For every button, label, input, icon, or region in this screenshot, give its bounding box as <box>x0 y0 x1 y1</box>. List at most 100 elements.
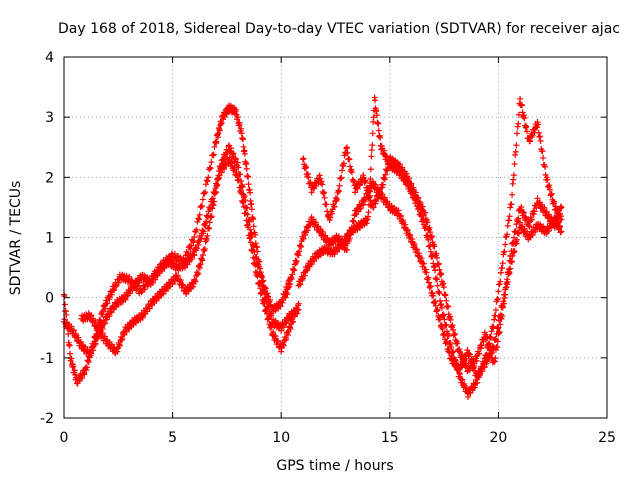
data-point-marker <box>261 300 268 307</box>
data-point-marker <box>250 216 257 223</box>
data-point-marker <box>203 236 210 243</box>
data-point-marker <box>499 260 506 267</box>
y-tick-label: 3 <box>45 110 54 126</box>
data-point-marker <box>279 299 286 306</box>
data-point-marker <box>193 245 200 252</box>
data-point-marker <box>408 180 415 187</box>
data-point-marker <box>535 121 542 128</box>
data-point-marker <box>509 180 516 187</box>
data-point-marker <box>368 153 375 160</box>
data-point-marker <box>476 350 483 357</box>
data-point-marker <box>101 305 108 312</box>
data-point-marker <box>491 344 498 351</box>
data-point-marker <box>121 331 128 338</box>
data-point-marker <box>245 181 252 188</box>
data-point-marker <box>253 253 260 260</box>
data-point-marker <box>95 323 102 330</box>
data-point-marker <box>502 234 509 241</box>
data-point-marker <box>260 277 267 284</box>
data-point-marker <box>282 336 289 343</box>
data-point-marker <box>466 351 473 358</box>
data-point-marker <box>297 242 304 249</box>
data-point-marker <box>237 177 244 184</box>
data-point-marker <box>530 211 537 218</box>
data-point-marker <box>265 293 272 300</box>
data-point-marker <box>291 267 298 274</box>
data-point-marker <box>208 159 215 166</box>
data-point-marker <box>335 188 342 195</box>
data-point-marker <box>338 174 345 181</box>
data-point-marker <box>188 255 195 262</box>
data-point-marker <box>407 232 414 239</box>
data-point-marker <box>255 280 262 287</box>
data-point-marker <box>403 170 410 177</box>
data-point-marker <box>517 95 524 102</box>
data-point-marker <box>419 203 426 210</box>
data-point-marker <box>343 246 350 253</box>
data-point-marker <box>285 284 292 291</box>
data-point-marker <box>520 209 527 216</box>
data-point-marker <box>370 204 377 211</box>
data-point-marker <box>379 191 386 198</box>
data-point-marker <box>270 329 277 336</box>
data-point-marker <box>435 261 442 268</box>
data-point-marker <box>299 156 306 163</box>
data-point-marker <box>373 112 380 119</box>
data-point-marker <box>382 171 389 178</box>
data-point-marker <box>334 196 341 203</box>
data-point-marker <box>518 101 525 108</box>
data-point-marker <box>438 301 445 308</box>
data-point-marker <box>248 200 255 207</box>
data-point-marker <box>418 255 425 262</box>
data-point-marker <box>80 370 87 377</box>
data-point-marker <box>492 335 499 342</box>
data-point-marker <box>335 233 342 240</box>
data-point-marker <box>280 342 287 349</box>
data-point-marker <box>415 194 422 201</box>
data-point-marker <box>297 281 304 288</box>
data-point-marker <box>364 193 371 200</box>
x-tick-label: 0 <box>60 430 69 446</box>
data-point-marker <box>339 167 346 174</box>
data-point-marker <box>190 251 197 258</box>
data-point-marker <box>434 282 441 289</box>
data-point-marker <box>211 198 218 205</box>
data-point-marker <box>439 326 446 333</box>
axis-ticks <box>63 56 608 419</box>
data-point-marker <box>229 151 236 158</box>
x-axis-title: GPS time / hours <box>276 458 393 474</box>
data-point-marker <box>321 194 328 201</box>
data-point-marker <box>277 303 284 310</box>
data-point-marker <box>203 218 210 225</box>
data-point-marker <box>202 181 209 188</box>
data-point-marker <box>513 221 520 228</box>
data-point-marker <box>366 188 373 195</box>
data-point-marker <box>301 228 308 235</box>
data-point-marker <box>350 218 357 225</box>
data-point-marker <box>210 151 217 158</box>
data-point-marker <box>438 304 445 311</box>
data-point-marker <box>303 164 310 171</box>
data-point-marker <box>242 197 249 204</box>
data-point-marker <box>237 187 244 194</box>
data-point-marker <box>536 133 543 140</box>
data-point-marker <box>438 271 445 278</box>
data-point-marker <box>234 114 241 121</box>
data-point-marker <box>381 176 388 183</box>
data-point-marker <box>555 219 562 226</box>
data-point-marker <box>488 328 495 335</box>
data-point-marker <box>479 368 486 375</box>
data-point-marker <box>306 180 313 187</box>
data-point-marker <box>441 330 448 337</box>
data-point-marker <box>312 183 319 190</box>
data-point-marker <box>415 250 422 257</box>
data-point-marker <box>198 256 205 263</box>
data-point-marker <box>504 231 511 238</box>
data-point-marker <box>101 320 108 327</box>
data-point-marker <box>495 288 502 295</box>
data-point-marker <box>509 252 516 259</box>
data-point-marker <box>451 330 458 337</box>
data-point-marker <box>513 142 520 149</box>
data-point-marker <box>483 360 490 367</box>
data-point-marker <box>502 291 509 298</box>
